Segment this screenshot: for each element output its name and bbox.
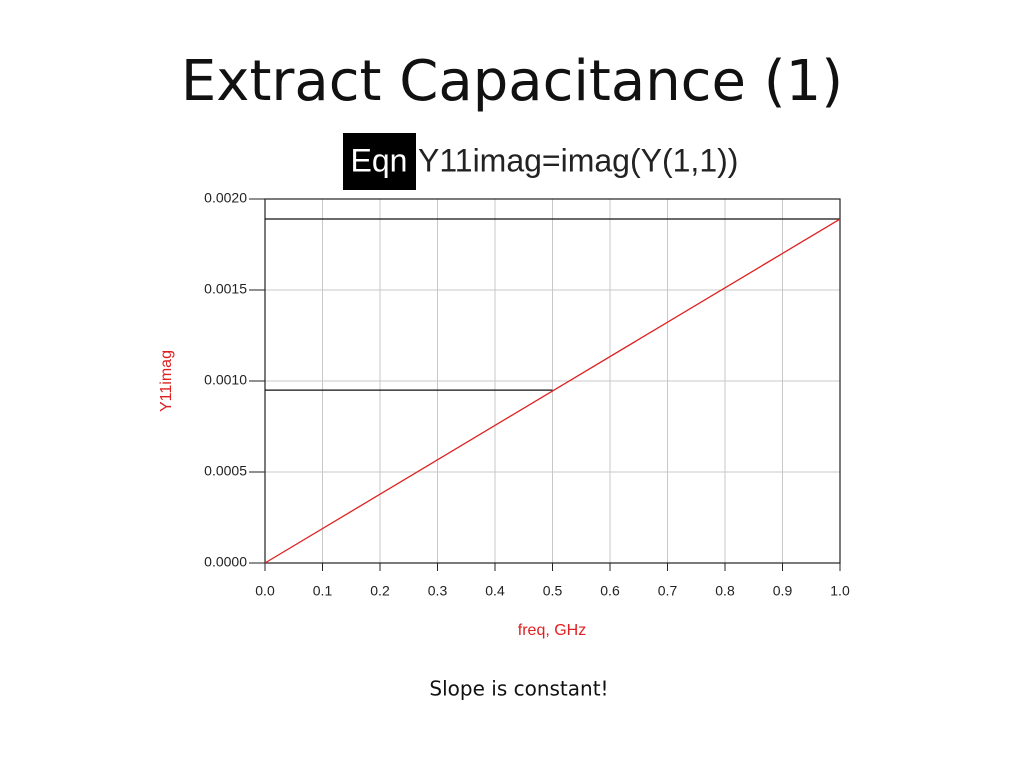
x-tick-label: 0.1 bbox=[313, 583, 333, 599]
plot: 0.0 0.1 0.2 0.3 0.4 0.5 0.6 0.7 0.8 0.9 1.0 0.0000 0… bbox=[204, 190, 850, 599]
y-axis-label: Y11imag bbox=[158, 350, 175, 412]
x-tick-label: 0.5 bbox=[543, 583, 563, 599]
x-tick-label: 0.0 bbox=[255, 583, 275, 599]
y-tick-label: 0.0005 bbox=[204, 463, 247, 479]
x-tick-label: 0.8 bbox=[715, 583, 735, 599]
x-tick-label: 0.3 bbox=[428, 583, 448, 599]
series-line bbox=[264, 218, 841, 564]
y-tick-label: 0.0015 bbox=[204, 281, 247, 297]
x-tick-label: 1.0 bbox=[830, 583, 850, 599]
slide-title: Extract Capacitance (1) bbox=[181, 49, 843, 114]
x-tick-label: 0.7 bbox=[658, 583, 678, 599]
equation: Y11imag=imag(Y(1,1)) bbox=[418, 142, 738, 178]
y-tick-label: 0.0000 bbox=[204, 554, 247, 570]
eqn-badge-bg bbox=[343, 133, 416, 190]
plot-frame bbox=[264, 198, 841, 564]
x-tick-label: 0.9 bbox=[773, 583, 793, 599]
eqn-bg bbox=[416, 140, 826, 185]
y-tick-label: 0.0020 bbox=[204, 190, 247, 206]
x-tick-label: 0.4 bbox=[485, 583, 505, 599]
caption: Slope is constant! bbox=[429, 677, 608, 701]
y-tick-label: 0.0010 bbox=[204, 372, 247, 388]
x-tick-label: 0.6 bbox=[600, 583, 620, 599]
x-tick-label: 0.2 bbox=[370, 583, 390, 599]
eqn-badge: Eqn bbox=[351, 142, 408, 178]
x-axis-label: freq, GHz bbox=[518, 622, 586, 639]
